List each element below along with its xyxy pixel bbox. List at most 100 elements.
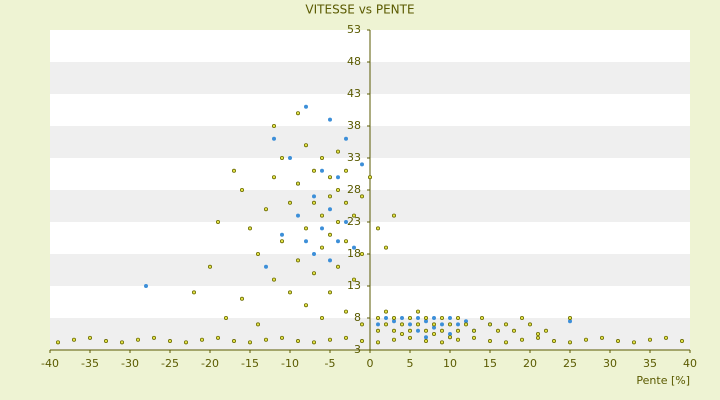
x-tick-label: 10 bbox=[443, 357, 457, 370]
scatter-point bbox=[423, 339, 428, 344]
y-tick-label: 48 bbox=[347, 55, 361, 68]
scatter-point bbox=[311, 168, 316, 173]
scatter-point bbox=[247, 226, 252, 231]
y-tick-label: 23 bbox=[347, 215, 361, 228]
x-tick-label: -5 bbox=[325, 357, 336, 370]
scatter-point bbox=[415, 322, 420, 327]
scatter-point bbox=[399, 315, 404, 320]
scatter-point bbox=[391, 213, 396, 218]
scatter-point bbox=[239, 296, 244, 301]
scatter-point bbox=[536, 335, 541, 340]
scatter-point bbox=[359, 194, 364, 199]
scatter-point bbox=[359, 339, 364, 344]
scatter-point bbox=[351, 245, 356, 250]
scatter-point bbox=[143, 283, 148, 288]
scatter-point bbox=[335, 187, 340, 192]
scatter-point bbox=[391, 319, 396, 324]
x-tick-label: 30 bbox=[603, 357, 617, 370]
scatter-point bbox=[512, 328, 517, 333]
scatter-point bbox=[319, 155, 324, 160]
scatter-point bbox=[431, 331, 436, 336]
scatter-point bbox=[327, 232, 332, 237]
scatter-point bbox=[303, 104, 308, 109]
scatter-point bbox=[231, 339, 236, 344]
scatter-point bbox=[455, 315, 460, 320]
scatter-point bbox=[584, 337, 589, 342]
y-tick-label: 28 bbox=[347, 183, 361, 196]
scatter-point bbox=[495, 328, 500, 333]
x-tick-label: -35 bbox=[81, 357, 99, 370]
scatter-point bbox=[600, 335, 605, 340]
chart-title: VITESSE vs PENTE bbox=[305, 3, 414, 17]
scatter-point bbox=[327, 194, 332, 199]
scatter-point bbox=[343, 239, 348, 244]
scatter-point bbox=[335, 149, 340, 154]
scatter-point bbox=[343, 136, 348, 141]
scatter-point bbox=[568, 315, 573, 320]
scatter-point bbox=[447, 331, 452, 336]
x-axis-label: Pente [%] bbox=[636, 374, 690, 387]
scatter-point bbox=[72, 337, 77, 342]
scatter-point bbox=[311, 271, 316, 276]
scatter-point bbox=[319, 226, 324, 231]
scatter-point bbox=[351, 213, 356, 218]
y-tick-label: 38 bbox=[347, 119, 361, 132]
scatter-point bbox=[327, 175, 332, 180]
scatter-point bbox=[327, 207, 332, 212]
scatter-point bbox=[520, 337, 525, 342]
scatter-point bbox=[327, 290, 332, 295]
x-tick-label: -30 bbox=[121, 357, 139, 370]
scatter-point bbox=[311, 251, 316, 256]
scatter-point bbox=[479, 315, 484, 320]
scatter-point bbox=[335, 175, 340, 180]
scatter-point bbox=[215, 219, 220, 224]
y-tick-label: 18 bbox=[347, 247, 361, 260]
scatter-point bbox=[303, 226, 308, 231]
scatter-point bbox=[415, 309, 420, 314]
scatter-point bbox=[327, 117, 332, 122]
scatter-point bbox=[287, 200, 292, 205]
scatter-point bbox=[375, 322, 380, 327]
scatter-point bbox=[407, 328, 412, 333]
scatter-point bbox=[343, 335, 348, 340]
scatter-point bbox=[431, 322, 436, 327]
scatter-point bbox=[271, 277, 276, 282]
scatter-point bbox=[279, 335, 284, 340]
scatter-point bbox=[391, 337, 396, 342]
scatter-point bbox=[520, 315, 525, 320]
scatter-point bbox=[223, 315, 228, 320]
scatter-point bbox=[335, 239, 340, 244]
scatter-point bbox=[375, 315, 380, 320]
scatter-point bbox=[335, 219, 340, 224]
scatter-point bbox=[383, 322, 388, 327]
scatter-point bbox=[239, 187, 244, 192]
scatter-point bbox=[439, 340, 444, 345]
scatter-point bbox=[463, 322, 468, 327]
scatter-point bbox=[423, 335, 428, 340]
scatter-point bbox=[503, 340, 508, 345]
scatter-point bbox=[536, 331, 541, 336]
scatter-point bbox=[295, 181, 300, 186]
scatter-point bbox=[648, 337, 653, 342]
x-tick-label: -20 bbox=[201, 357, 219, 370]
scatter-point bbox=[455, 337, 460, 342]
scatter-point bbox=[88, 335, 93, 340]
scatter-point bbox=[431, 315, 436, 320]
scatter-point bbox=[407, 335, 412, 340]
scatter-point bbox=[319, 213, 324, 218]
scatter-point bbox=[319, 315, 324, 320]
x-tick-label: 35 bbox=[643, 357, 657, 370]
scatter-point bbox=[568, 319, 573, 324]
scatter-point bbox=[487, 322, 492, 327]
scatter-point bbox=[151, 335, 156, 340]
scatter-point bbox=[255, 322, 260, 327]
scatter-point bbox=[415, 315, 420, 320]
scatter-point bbox=[303, 239, 308, 244]
scatter-point bbox=[191, 290, 196, 295]
x-tick-label: -10 bbox=[281, 357, 299, 370]
scatter-point bbox=[247, 340, 252, 345]
scatter-point bbox=[399, 331, 404, 336]
scatter-point bbox=[263, 207, 268, 212]
scatter-point bbox=[231, 168, 236, 173]
scatter-point bbox=[552, 339, 557, 344]
